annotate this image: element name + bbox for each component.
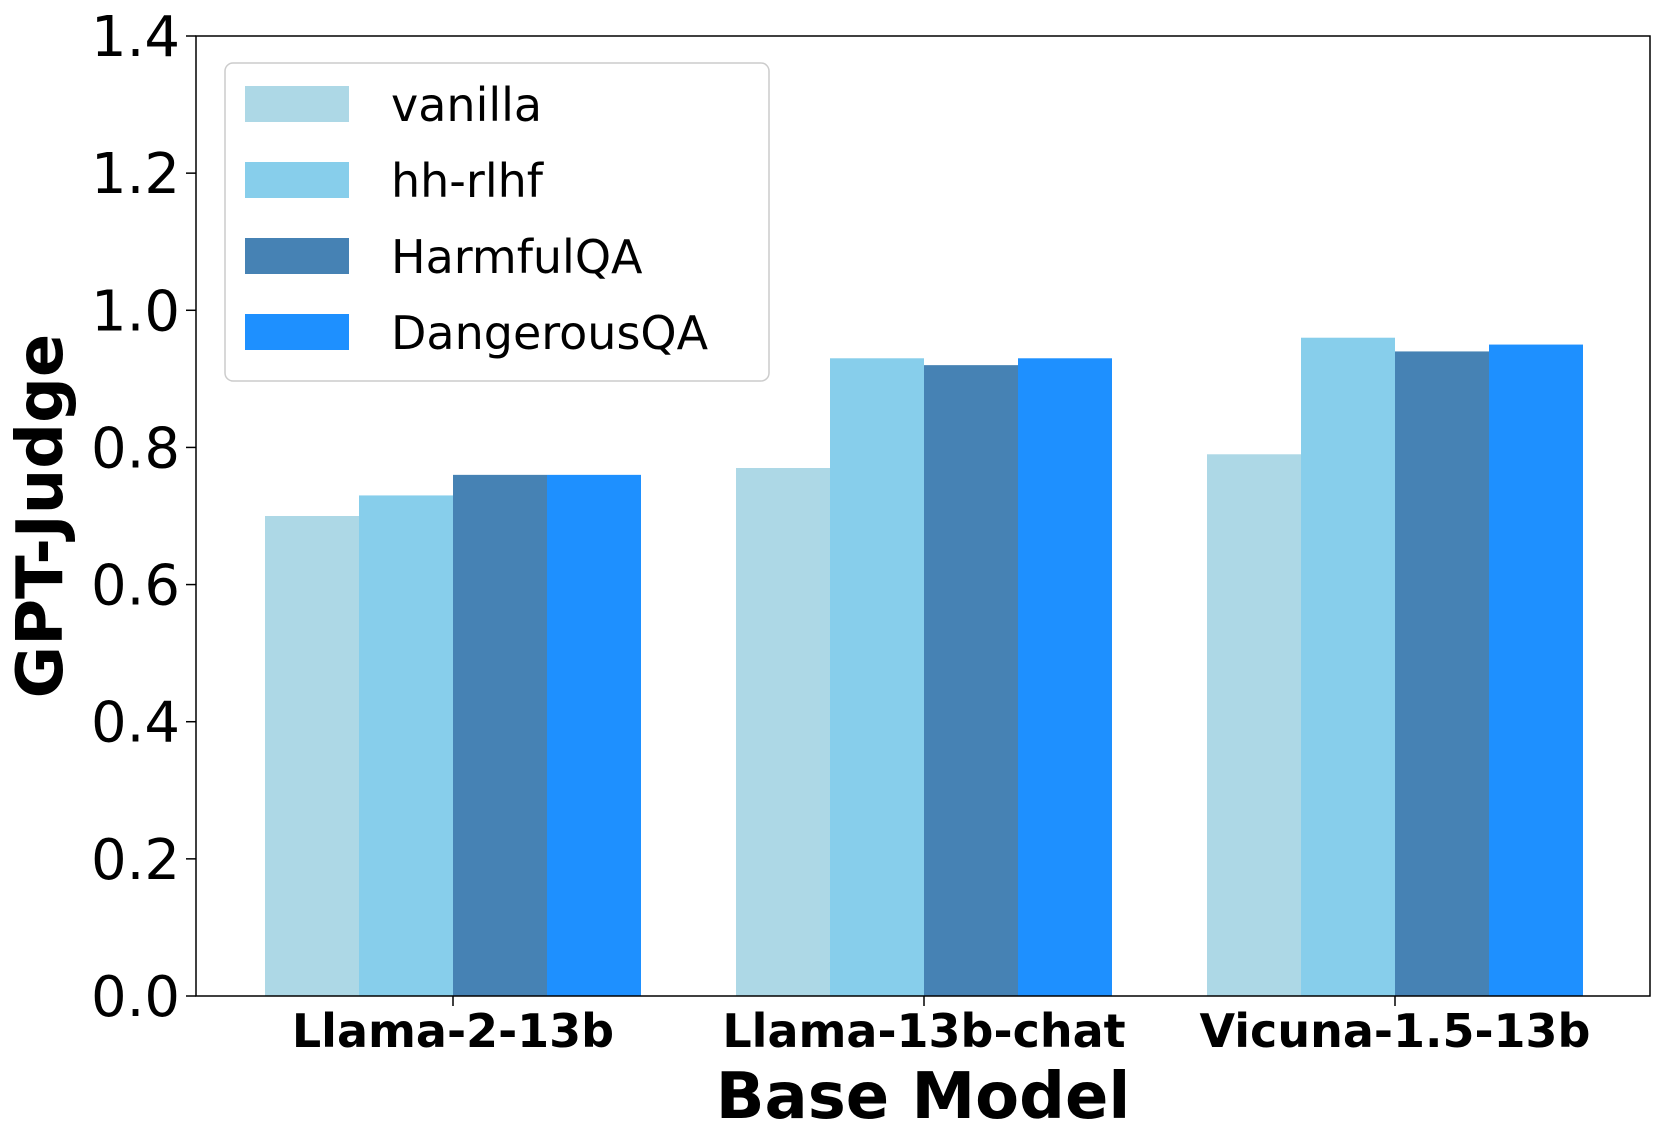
legend-label-HarmfulQA: HarmfulQA bbox=[391, 230, 643, 284]
y-tick-label: 1.4 bbox=[91, 5, 180, 70]
legend-swatch-vanilla bbox=[245, 86, 349, 122]
legend-swatch-HarmfulQA bbox=[245, 238, 349, 274]
bar-vanilla-Vicuna-1.5-13b bbox=[1207, 454, 1301, 996]
x-tick-label: Vicuna-1.5-13b bbox=[1200, 1004, 1591, 1058]
bar-hh-rlhf-Vicuna-1.5-13b bbox=[1301, 337, 1395, 996]
bar-DangerousQA-Llama-2-13b bbox=[547, 474, 641, 996]
y-tick-label: 0.8 bbox=[91, 416, 180, 481]
legend-swatch-DangerousQA bbox=[245, 314, 349, 350]
x-axis: Llama-2-13b Llama-13b-chat Vicuna-1.5-13b bbox=[292, 996, 1591, 1058]
x-tick-label: Llama-2-13b bbox=[292, 1004, 614, 1058]
bar-HarmfulQA-Vicuna-1.5-13b bbox=[1395, 351, 1489, 996]
bar-HarmfulQA-Llama-2-13b bbox=[453, 474, 547, 996]
y-axis: 0.0 0.2 0.4 0.6 0.8 1.0 1.2 1.4 bbox=[91, 5, 196, 1030]
bars-group bbox=[265, 337, 1583, 997]
bar-vanilla-Llama-13b-chat bbox=[736, 468, 830, 996]
y-tick-label: 1.2 bbox=[91, 142, 180, 207]
y-tick-label: 0.4 bbox=[91, 691, 180, 756]
y-axis-title: GPT-Judge bbox=[4, 334, 78, 699]
bar-DangerousQA-Vicuna-1.5-13b bbox=[1489, 344, 1583, 997]
legend-label-DangerousQA: DangerousQA bbox=[391, 306, 709, 360]
y-tick-label: 0.2 bbox=[91, 828, 180, 893]
y-tick-label: 1.0 bbox=[91, 279, 180, 344]
legend-box bbox=[224, 62, 770, 382]
plot-area-frame bbox=[195, 35, 1651, 997]
legend: vanilla hh-rlhf HarmfulQA DangerousQA bbox=[224, 62, 770, 382]
bar-vanilla-Llama-2-13b bbox=[265, 516, 359, 996]
bar-hh-rlhf-Llama-2-13b bbox=[359, 495, 453, 996]
x-tick-label: Llama-13b-chat bbox=[722, 1004, 1125, 1058]
legend-label-vanilla: vanilla bbox=[391, 78, 542, 132]
legend-label-hh-rlhf: hh-rlhf bbox=[391, 154, 545, 208]
y-tick-label: 0.0 bbox=[91, 965, 180, 1030]
legend-swatch-hh-rlhf bbox=[245, 162, 349, 198]
bar-HarmfulQA-Llama-13b-chat bbox=[924, 365, 1018, 997]
y-tick-label: 0.6 bbox=[91, 554, 180, 619]
x-axis-title: Base Model bbox=[716, 1060, 1131, 1134]
bar-hh-rlhf-Llama-13b-chat bbox=[830, 358, 924, 996]
bar-DangerousQA-Llama-13b-chat bbox=[1018, 358, 1112, 996]
